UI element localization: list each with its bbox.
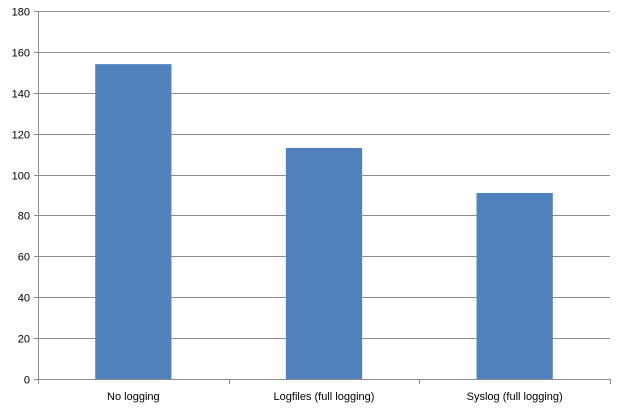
y-axis-tick-labels: 0 20 40 60 80 100 120 140 160 180 [12,7,30,387]
y-tick-label: 140 [12,89,30,101]
y-tick-label: 40 [18,293,30,305]
y-tick-label: 180 [12,7,30,19]
bars [95,64,553,380]
bar [476,192,553,379]
bar [95,64,172,380]
x-axis-category-labels: No logging Logfiles (full logging) Syslog … [107,391,563,403]
x-category-label: Syslog (full logging) [467,391,563,403]
y-tick-label: 60 [18,252,30,264]
y-tick-label: 20 [18,334,30,346]
x-category-label: No logging [107,391,160,403]
axes [34,11,611,384]
y-tick-label: 100 [12,171,30,183]
y-tick-label: 80 [18,211,30,223]
y-tick-label: 0 [24,375,30,387]
y-tick-label: 120 [12,130,30,142]
x-category-label: Logfiles (full logging) [274,391,375,403]
bar [285,147,363,379]
y-tick-label: 160 [12,48,30,60]
